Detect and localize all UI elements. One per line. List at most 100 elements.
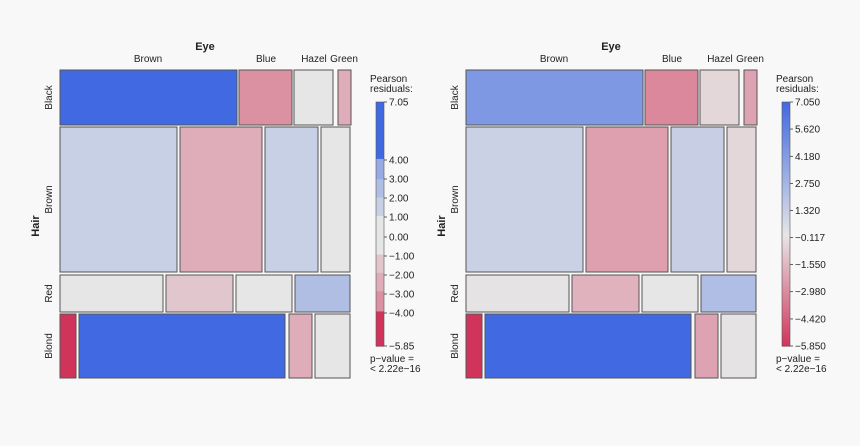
legend-color-step xyxy=(782,195,790,199)
legend-color-step xyxy=(782,163,790,166)
legend-color-step xyxy=(782,246,790,249)
legend-color-step xyxy=(782,224,790,227)
legend-color-step xyxy=(782,327,790,331)
legend-color-step xyxy=(376,258,384,262)
mosaic-tile xyxy=(320,126,351,273)
legend-color-step xyxy=(782,319,790,323)
mosaic-tile xyxy=(644,69,699,126)
legend-color-step xyxy=(376,126,384,130)
legend-color-step xyxy=(376,185,384,188)
row-label: Red xyxy=(44,284,55,302)
legend-color-step xyxy=(376,295,384,298)
legend-color-step xyxy=(376,136,384,140)
column-variable-title: Eye xyxy=(195,41,215,53)
legend-color-step xyxy=(782,130,790,134)
legend-color-step xyxy=(376,108,384,111)
legend-color-step xyxy=(782,287,790,290)
mosaic-tile xyxy=(585,126,669,273)
legend-color-step xyxy=(376,262,384,266)
legend-tick-label: −5.85 xyxy=(389,342,415,353)
legend-color-step xyxy=(376,106,384,109)
mosaic-tile xyxy=(78,313,286,379)
legend-color-step xyxy=(782,156,790,160)
legend-color-step xyxy=(376,118,384,121)
legend-color-step xyxy=(376,254,384,258)
mosaic-tile xyxy=(465,313,483,379)
mosaic-tile xyxy=(314,313,351,379)
legend-color-step xyxy=(376,333,384,337)
legend-color-step xyxy=(782,142,790,146)
legend-color-step xyxy=(376,104,384,107)
legend-tick-label: −4.00 xyxy=(389,309,415,320)
row-label: Brown xyxy=(450,185,461,213)
mosaic-tile xyxy=(59,126,178,273)
legend-title: Pearson xyxy=(370,74,407,85)
legend-color-step xyxy=(376,264,384,268)
mosaic-tile xyxy=(484,313,692,379)
legend-color-step xyxy=(376,297,384,300)
legend-color-step xyxy=(376,128,384,132)
legend-color-step xyxy=(782,199,790,203)
legend-color-step xyxy=(376,287,384,290)
legend-color-step xyxy=(782,343,790,347)
legend-color-step xyxy=(782,134,790,138)
legend-color-step xyxy=(376,201,384,205)
legend-color-step xyxy=(376,179,384,182)
column-label: Hazel xyxy=(707,54,733,65)
row-label: Red xyxy=(450,284,461,302)
legend-color-step xyxy=(376,110,384,113)
legend-color-step xyxy=(376,246,384,249)
legend-color-step xyxy=(782,329,790,333)
legend-tick-label: 5.620 xyxy=(795,125,820,136)
legend-color-step xyxy=(376,134,384,138)
legend-color-step xyxy=(782,305,790,308)
legend-color-step xyxy=(782,189,790,193)
legend-color-step xyxy=(782,221,790,225)
legend-tick-label: 2.750 xyxy=(795,179,820,190)
legend-color-step xyxy=(376,152,384,156)
legend-tick-label: −0.117 xyxy=(795,233,826,244)
legend-color-step xyxy=(376,301,384,304)
legend-color-step xyxy=(376,266,384,270)
legend-color-step xyxy=(376,285,384,288)
legend-color-step xyxy=(782,185,790,188)
legend-color-step xyxy=(782,148,790,152)
legend-color-step xyxy=(782,219,790,223)
legend-color-step xyxy=(376,270,384,274)
legend-color-step xyxy=(782,191,790,195)
legend-color-step xyxy=(782,315,790,319)
legend-title: residuals: xyxy=(776,84,819,95)
legend-color-step xyxy=(376,305,384,308)
legend-color-step xyxy=(782,291,790,294)
legend-color-step xyxy=(376,331,384,335)
legend-color-step xyxy=(376,203,384,207)
legend-color-step xyxy=(782,144,790,148)
legend-color-step xyxy=(782,276,790,280)
legend-color-step xyxy=(782,215,790,219)
legend-color-step xyxy=(376,341,384,345)
legend-color-step xyxy=(376,193,384,197)
mosaic-tile xyxy=(165,274,234,313)
legend-color-step xyxy=(376,278,384,282)
legend-color-step xyxy=(782,158,790,162)
legend-color-step xyxy=(376,150,384,154)
legend-color-step xyxy=(376,122,384,125)
legend-color-step xyxy=(376,228,384,231)
mosaic-panel-1: Eye Brown Blue Hazel Green Hair Black Brown Red B… xyxy=(30,41,421,379)
legend-color-step xyxy=(376,244,384,247)
legend-color-step xyxy=(376,274,384,278)
legend-color-step xyxy=(376,313,384,317)
legend-frame xyxy=(375,101,385,347)
legend-color-step xyxy=(376,256,384,260)
legend-color-step xyxy=(782,295,790,298)
legend-color-step xyxy=(782,116,790,119)
legend-color-step xyxy=(376,234,384,237)
mosaic-tile xyxy=(293,69,334,126)
legend-title: residuals: xyxy=(370,84,413,95)
legend-color-step xyxy=(782,205,790,209)
legend-color-step xyxy=(782,128,790,132)
legend-color-step xyxy=(376,138,384,142)
mosaic-panel-2: Eye Brown Blue Hazel Green Hair Black Brown Red B… xyxy=(436,41,827,379)
legend-color-step xyxy=(782,150,790,154)
